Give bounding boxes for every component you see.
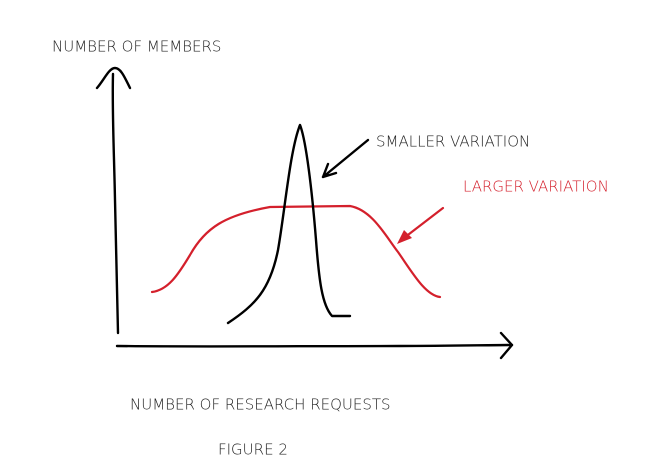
smaller-annotation: SMALLER VARIATION xyxy=(376,133,530,151)
larger-variation-curve xyxy=(150,204,442,299)
caption: FIGURE 2 xyxy=(218,441,288,459)
y-axis-label: NUMBER OF MEMBERS xyxy=(52,38,221,56)
x-axis-label: NUMBER OF RESEARCH REQUESTS xyxy=(130,396,391,414)
smaller-arrow xyxy=(321,138,370,179)
smaller-variation-curve xyxy=(226,123,352,325)
x-axis-arrowhead xyxy=(499,331,514,360)
larger-annotation: LARGER VARIATION xyxy=(463,178,609,196)
x-axis xyxy=(115,343,514,348)
y-axis xyxy=(111,72,120,335)
larger-arrowhead xyxy=(397,230,412,244)
y-axis-arrowhead xyxy=(95,66,132,90)
